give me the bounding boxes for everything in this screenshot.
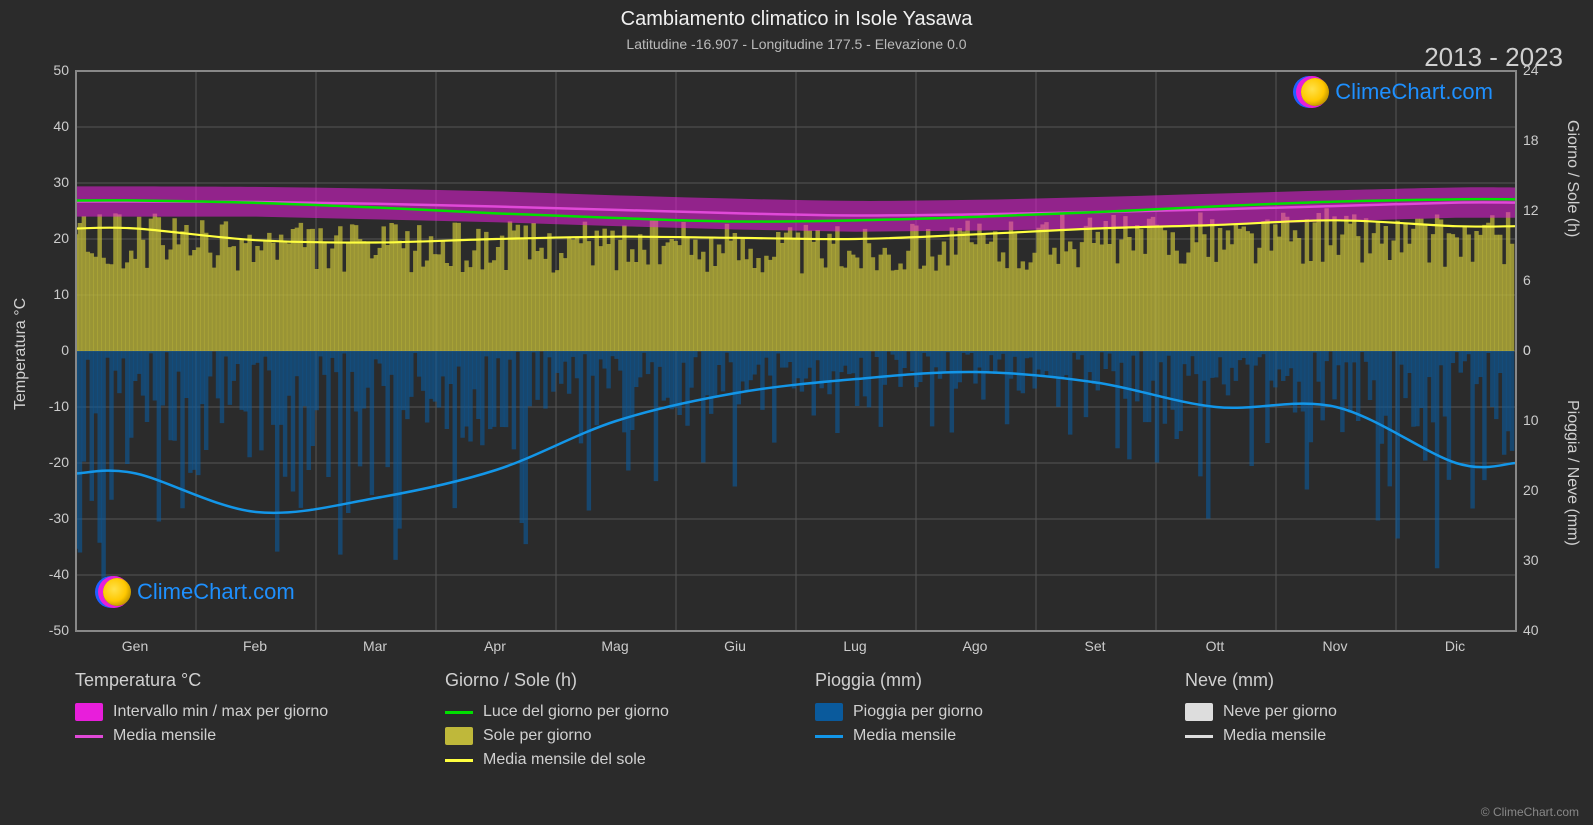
year-range: 2013 - 2023 — [1424, 42, 1563, 73]
legend-temp-header: Temperatura °C — [75, 670, 405, 691]
legend-temp-range: Intervallo min / max per giorno — [75, 703, 405, 721]
legend-snow: Neve per giorno — [1185, 703, 1515, 721]
legend-label: Pioggia per giorno — [853, 703, 983, 721]
legend-col-rain: Pioggia (mm) Pioggia per giorno Media me… — [815, 670, 1145, 775]
legend-label: Media mensile — [1223, 727, 1326, 745]
plot-area — [75, 70, 1517, 632]
month-tick: Dic — [1435, 638, 1475, 654]
left-tick: -30 — [29, 510, 69, 526]
green-line-icon — [445, 711, 473, 714]
month-tick: Ago — [955, 638, 995, 654]
plot-svg — [76, 71, 1516, 631]
left-tick: -50 — [29, 622, 69, 638]
y-axis-right-bottom-label: Pioggia / Neve (mm) — [1563, 400, 1581, 546]
magenta-line-icon — [75, 735, 103, 738]
month-tick: Giu — [715, 638, 755, 654]
legend: Temperatura °C Intervallo min / max per … — [75, 670, 1515, 775]
olive-swatch-icon — [445, 727, 473, 745]
month-tick: Mar — [355, 638, 395, 654]
left-tick: -10 — [29, 398, 69, 414]
legend-rain-mean: Media mensile — [815, 727, 1145, 745]
copyright: © ClimeChart.com — [1481, 805, 1579, 819]
left-tick: -40 — [29, 566, 69, 582]
right-top-tick: 6 — [1523, 272, 1531, 288]
legend-daylight: Luce del giorno per giorno — [445, 703, 775, 721]
right-bottom-tick: 20 — [1523, 482, 1539, 498]
left-tick: 20 — [29, 230, 69, 246]
legend-rain-header: Pioggia (mm) — [815, 670, 1145, 691]
legend-col-snow: Neve (mm) Neve per giorno Media mensile — [1185, 670, 1515, 775]
right-top-tick: 18 — [1523, 132, 1539, 148]
watermark-logo-bottom: ClimeChart.com — [95, 578, 295, 606]
month-tick: Lug — [835, 638, 875, 654]
white-line-icon — [1185, 735, 1213, 738]
legend-label: Neve per giorno — [1223, 703, 1337, 721]
blue-swatch-icon — [815, 703, 843, 721]
right-top-tick: 12 — [1523, 202, 1539, 218]
chart-title: Cambiamento climatico in Isole Yasawa — [0, 8, 1593, 31]
legend-snow-header: Neve (mm) — [1185, 670, 1515, 691]
legend-label: Sole per giorno — [483, 727, 592, 745]
legend-label: Media mensile — [853, 727, 956, 745]
left-tick: 10 — [29, 286, 69, 302]
right-bottom-tick: 10 — [1523, 412, 1539, 428]
legend-label: Luce del giorno per giorno — [483, 703, 669, 721]
white-swatch-icon — [1185, 703, 1213, 721]
magenta-swatch-icon — [75, 703, 103, 721]
right-bottom-tick: 40 — [1523, 622, 1539, 638]
y-axis-right-top-label: Giorno / Sole (h) — [1563, 120, 1581, 237]
left-tick: 0 — [29, 342, 69, 358]
legend-label: Intervallo min / max per giorno — [113, 703, 328, 721]
legend-sun: Sole per giorno — [445, 727, 775, 745]
logo-text: ClimeChart.com — [1335, 79, 1493, 105]
right-bottom-tick: 30 — [1523, 552, 1539, 568]
month-tick: Set — [1075, 638, 1115, 654]
legend-sun-mean: Media mensile del sole — [445, 751, 775, 769]
month-tick: Nov — [1315, 638, 1355, 654]
right-top-tick: 24 — [1523, 62, 1539, 78]
left-tick: 30 — [29, 174, 69, 190]
chart-subtitle: Latitudine -16.907 - Longitudine 177.5 -… — [0, 36, 1593, 52]
blue-line-icon — [815, 735, 843, 738]
legend-daysun-header: Giorno / Sole (h) — [445, 670, 775, 691]
right-bottom-tick: 0 — [1523, 342, 1531, 358]
month-tick: Ott — [1195, 638, 1235, 654]
logo-globe-icon — [1301, 78, 1329, 106]
month-tick: Apr — [475, 638, 515, 654]
legend-snow-mean: Media mensile — [1185, 727, 1515, 745]
legend-label: Media mensile — [113, 727, 216, 745]
month-tick: Mag — [595, 638, 635, 654]
legend-col-temp: Temperatura °C Intervallo min / max per … — [75, 670, 405, 775]
left-tick: -20 — [29, 454, 69, 470]
y-axis-left-label: Temperatura °C — [12, 298, 30, 410]
logo-text: ClimeChart.com — [137, 579, 295, 605]
month-tick: Gen — [115, 638, 155, 654]
yellow-line-icon — [445, 759, 473, 762]
month-tick: Feb — [235, 638, 275, 654]
legend-temp-mean: Media mensile — [75, 727, 405, 745]
left-tick: 40 — [29, 118, 69, 134]
legend-rain: Pioggia per giorno — [815, 703, 1145, 721]
legend-col-daysun: Giorno / Sole (h) Luce del giorno per gi… — [445, 670, 775, 775]
climate-chart: Cambiamento climatico in Isole Yasawa La… — [0, 0, 1593, 825]
logo-globe-icon — [103, 578, 131, 606]
left-tick: 50 — [29, 62, 69, 78]
watermark-logo-top: ClimeChart.com — [1293, 78, 1493, 106]
legend-label: Media mensile del sole — [483, 751, 646, 769]
